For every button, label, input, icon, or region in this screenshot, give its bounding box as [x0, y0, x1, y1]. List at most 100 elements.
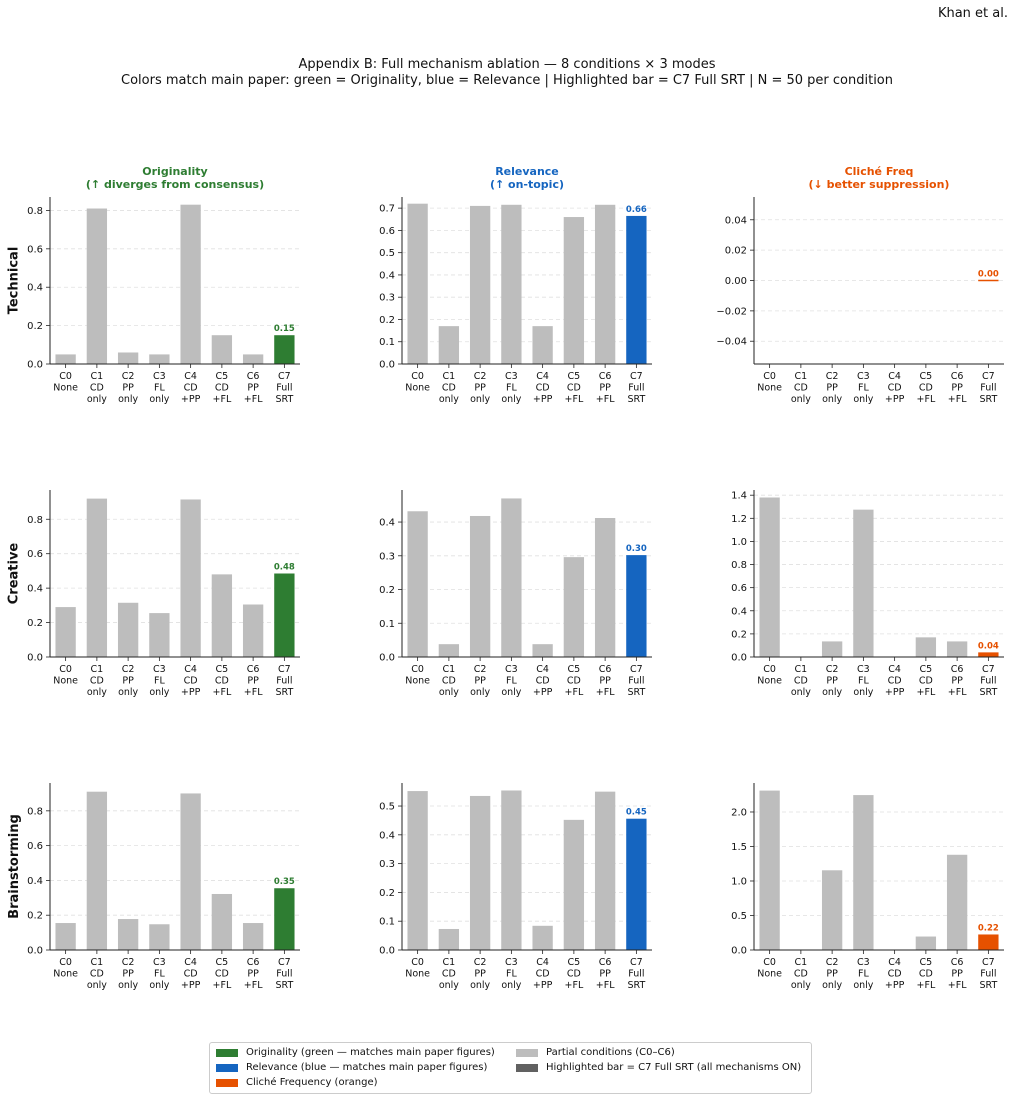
x-tick-label: C0 None [53, 957, 78, 980]
x-tick-label: C6 PP +FL [948, 371, 967, 405]
column-title-line-1: Cliché Freq [844, 165, 914, 178]
bar-highlight [978, 652, 999, 657]
bar-value-label: 0.48 [274, 563, 295, 573]
x-tick-label: C5 CD +FL [213, 957, 232, 991]
bar-highlight [274, 573, 295, 657]
column-title: Cliché Freq (↓ better suppression) [754, 165, 1004, 191]
y-tick-label: 0.8 [731, 560, 747, 571]
bar [915, 637, 937, 657]
x-tick-label: C7 Full SRT [628, 371, 646, 405]
y-tick-label: 0.7 [379, 204, 395, 215]
bar [55, 923, 76, 950]
y-tick-label: 0.00 [725, 276, 747, 287]
y-tick-label: 0.2 [27, 618, 43, 629]
x-tick-label: C1 CD only [87, 664, 107, 698]
bar-value-label: 0.45 [626, 808, 647, 818]
x-tick-label: C1 CD only [791, 371, 811, 405]
y-tick-label: 0.4 [27, 584, 43, 595]
y-tick-label: 2.0 [731, 807, 747, 818]
x-tick-label: C4 CD +PP [885, 957, 905, 991]
x-tick-label: C7 Full SRT [628, 664, 646, 698]
x-tick-label: C3 FL only [853, 664, 873, 698]
bar [149, 613, 170, 657]
x-tick-label: C4 CD +PP [885, 371, 905, 405]
y-tick-label: 0.5 [379, 248, 395, 259]
column-title-line-2: (↑ on-topic) [489, 178, 565, 191]
x-tick-label: C2 PP only [118, 664, 138, 698]
plot-area: 0.0 0.1 0.2 0.3 0.4 0.5 0.6 0.7 C0 None C1 CD only C2… [379, 197, 652, 405]
x-tick-label: C0 None [757, 371, 782, 394]
column-title-line-2: (↓ better suppression) [808, 178, 950, 191]
x-tick-label: C6 PP +FL [244, 957, 263, 991]
bar-highlight [274, 888, 295, 950]
bar-highlight [978, 934, 999, 950]
bar [469, 205, 491, 364]
bar [55, 354, 76, 364]
x-tick-label: C1 CD only [439, 957, 459, 991]
bar [211, 574, 233, 657]
x-tick-label: C5 CD +FL [213, 664, 232, 698]
y-tick-label: 0.2 [379, 315, 395, 326]
x-tick-label: C1 CD only [791, 664, 811, 698]
y-tick-label: 1.0 [731, 537, 747, 548]
chart-panel: 0.0 0.2 0.4 0.6 0.8 C0 None C1 CD only C2 PP only C3 F… [27, 783, 300, 991]
bar [853, 795, 874, 950]
figure-title-line-2: Colors match main paper: green = Origina… [121, 73, 893, 88]
bar [242, 604, 264, 657]
bar [438, 644, 460, 657]
bar [501, 790, 522, 950]
y-tick-label: 0.2 [379, 585, 395, 596]
bar [55, 607, 76, 657]
legend-swatch-relevance [216, 1064, 238, 1072]
y-tick-label: 0.04 [725, 215, 747, 226]
x-tick-label: C7 Full SRT [980, 371, 998, 405]
bar-value-label: 0.15 [274, 324, 295, 334]
y-tick-label: 0.1 [379, 619, 395, 630]
bar [532, 326, 553, 364]
bar [407, 203, 428, 364]
bar-value-label: 0.00 [978, 270, 999, 280]
y-tick-label: 0.6 [27, 244, 43, 255]
y-tick-label: 0.0 [27, 946, 43, 957]
y-tick-label: 0.8 [27, 206, 43, 217]
x-tick-label: C5 CD +FL [565, 957, 584, 991]
x-tick-label: C7 Full SRT [276, 957, 294, 991]
x-tick-label: C2 PP only [470, 957, 490, 991]
chart-panel: 0.0 0.2 0.4 0.6 0.8 C0 None C1 CD only C2 PP only C3 F… [27, 197, 300, 405]
x-tick-label: C4 CD +PP [533, 371, 553, 405]
bar [242, 354, 264, 364]
plot-area: 0.0 0.2 0.4 0.6 0.8 C0 None C1 CD only C2 PP only C3 F… [27, 197, 300, 405]
author-label: Khan et al. [937, 6, 1008, 21]
bar [946, 641, 968, 657]
y-tick-label: 0.6 [731, 583, 747, 594]
bar [469, 515, 491, 657]
y-tick-label: 0.3 [379, 859, 395, 870]
y-tick-label: 0.0 [27, 653, 43, 664]
bar [438, 326, 460, 364]
bar [594, 204, 616, 364]
bar [86, 791, 108, 950]
bar [180, 793, 201, 950]
y-tick-label: 0.2 [731, 629, 747, 640]
legend-swatch-originality [216, 1049, 238, 1057]
y-tick-label: 0.8 [27, 806, 43, 817]
x-tick-label: C5 CD +FL [565, 371, 584, 405]
figure-title-line-1: Appendix B: Full mechanism ablation — 8 … [298, 57, 716, 72]
bar [563, 557, 585, 657]
x-tick-label: C7 Full SRT [276, 664, 294, 698]
x-tick-label: C2 PP only [822, 664, 842, 698]
x-tick-label: C7 Full SRT [980, 664, 998, 698]
bar [563, 217, 585, 364]
y-tick-label: −0.02 [716, 306, 747, 317]
x-tick-label: C3 FL only [149, 957, 169, 991]
bar [407, 791, 428, 950]
plot-area: 0.0 0.1 0.2 0.3 0.4 C0 None C1 CD only C2 PP only C3 F… [379, 490, 652, 698]
x-tick-label: C1 CD only [87, 957, 107, 991]
bar-value-label: 0.66 [626, 205, 647, 215]
plot-area: 0.0 0.1 0.2 0.3 0.4 0.5 C0 None C1 CD only C2 PP only… [379, 783, 652, 991]
y-tick-label: 0.6 [27, 549, 43, 560]
x-tick-label: C0 None [53, 371, 78, 394]
y-tick-label: 0.3 [379, 551, 395, 562]
y-tick-label: 0.4 [379, 518, 395, 529]
bar [211, 335, 233, 364]
